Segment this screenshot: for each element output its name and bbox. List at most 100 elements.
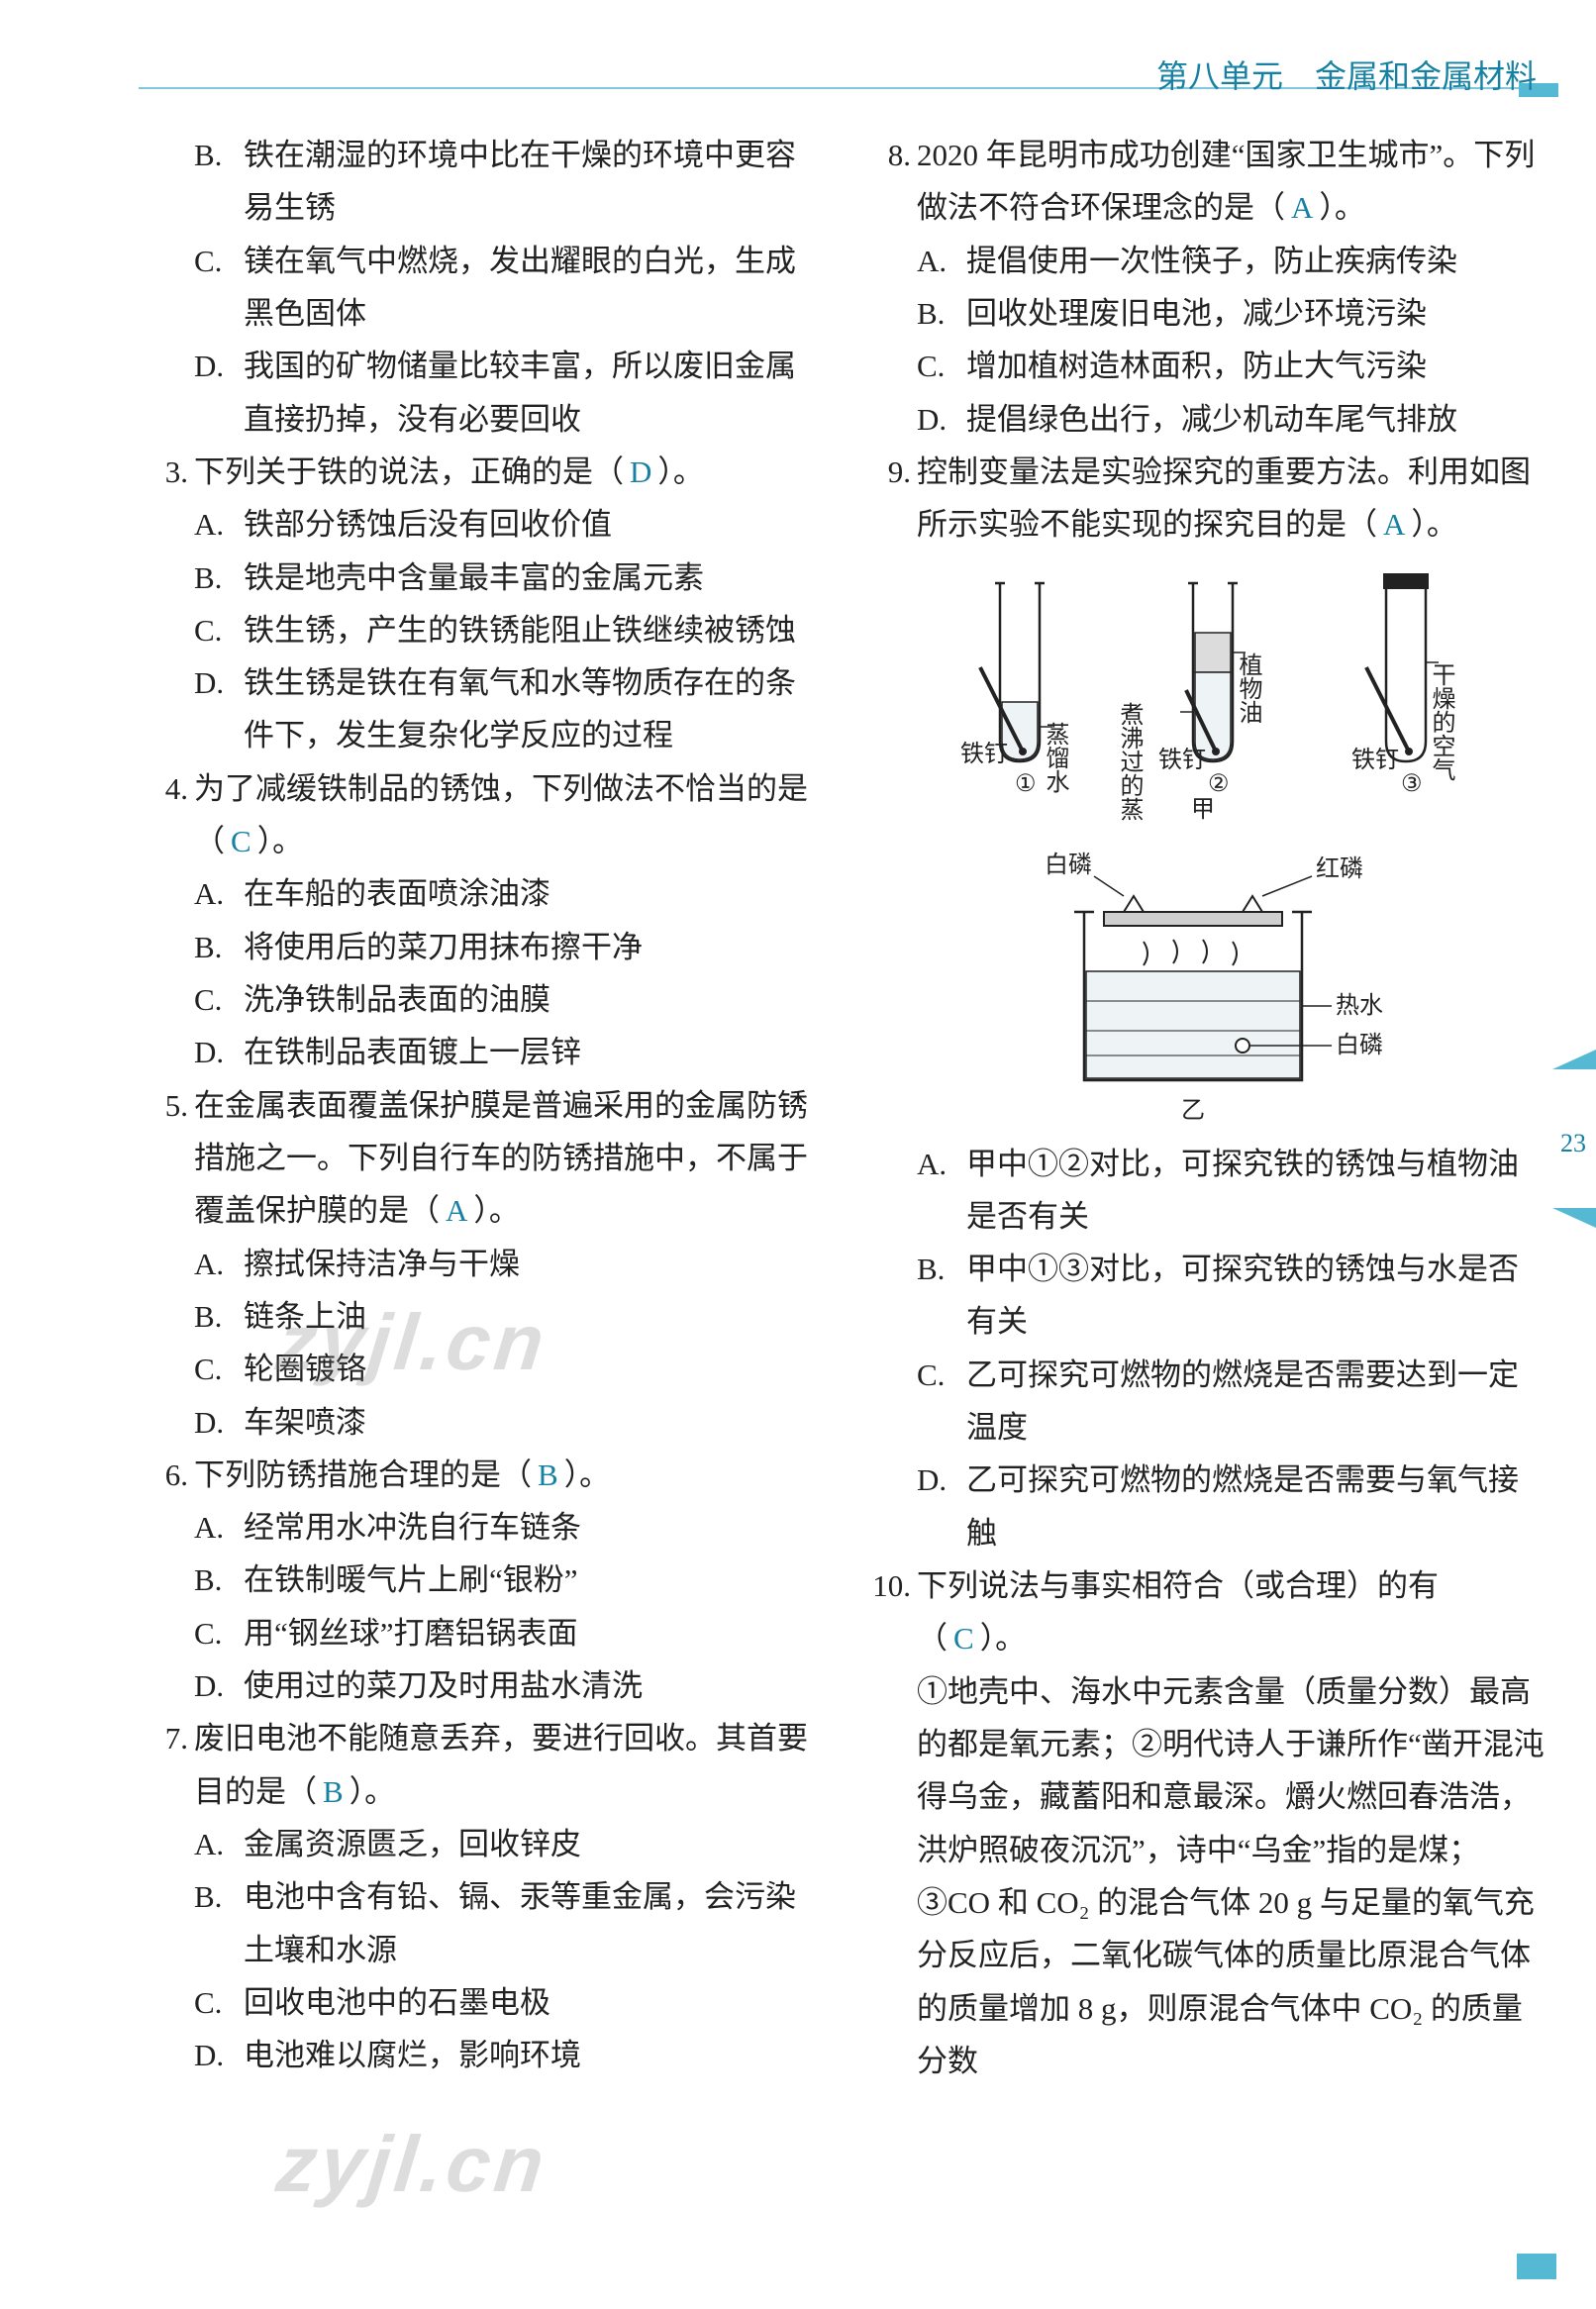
left-column: B. 铁在潮湿的环境中比在干燥的环境中更容易生锈 C. 镁在氧气中燃烧，发出耀眼的白… — [139, 129, 822, 2087]
q3-opt-c: C.铁生锈，产生的铁锈能阻止铁继续被锈蚀 — [194, 604, 822, 656]
label-num-3: ③ — [1401, 771, 1423, 797]
label-white-p-bot: 白磷 — [1336, 1032, 1383, 1058]
label-boiled: 煮沸过的蒸馏水 — [1116, 702, 1144, 821]
q9-diagram-yi: 白磷 红磷 热水 白磷 乙 — [975, 833, 1431, 1130]
label-nail-2: 铁钉 — [1158, 747, 1206, 773]
label-num-1: ① — [1015, 771, 1037, 797]
q6-options: A.经常用水冲洗自行车链条 B.在铁制暖气片上刷“银粉” C.用“钢丝球”打磨铝… — [139, 1501, 822, 1712]
q9-opt-b: B.甲中①③对比，可探究铁的锈蚀与水是否有关 — [917, 1243, 1545, 1349]
q9-opt-d: D.乙可探究可燃物的燃烧是否需要与氧气接触 — [917, 1454, 1545, 1559]
q6-opt-c: C.用“钢丝球”打磨铝锅表面 — [194, 1607, 822, 1659]
q10-answer: C — [948, 1621, 980, 1656]
q9: 9. 控制变量法是实验探究的重要方法。利用如图所示实验不能实现的探究目的是（A）… — [861, 446, 1545, 552]
q6-stem-post: ）。 — [564, 1457, 611, 1492]
q3-options: A.铁部分锈蚀后没有回收价值 B.铁是地壳中含量最丰富的金属元素 C.铁生锈，产… — [139, 498, 822, 762]
q5-number: 5. — [139, 1079, 188, 1132]
page: 第八单元 金属和金属材料 23 B. 铁在潮湿的环境中比在干燥的环境中更容易生锈 … — [0, 0, 1596, 2309]
opt-text: 铁在潮湿的环境中比在干燥的环境中更容易生锈 — [244, 138, 796, 225]
q7-number: 7. — [139, 1712, 188, 1764]
q10-stem-post: ）。 — [980, 1621, 1027, 1656]
q2-opt-b: B. 铁在潮湿的环境中比在干燥的环境中更容易生锈 — [194, 129, 822, 235]
q7-answer: B — [317, 1774, 349, 1809]
label-dryair: 干燥的空气 — [1428, 662, 1455, 781]
footer-marker — [1517, 2254, 1556, 2279]
q3: 3. 下列关于铁的说法，正确的是（D）。 — [139, 446, 822, 498]
opt-text: 我国的矿物储量比较丰富，所以废旧金属直接扔掉，没有必要回收 — [244, 349, 796, 436]
q4-opt-a: A.在车船的表面喷涂油漆 — [194, 867, 822, 920]
q8-options: A.提倡使用一次性筷子，防止疾病传染 B.回收处理废旧电池，减少环境污染 C.增… — [861, 235, 1545, 446]
q4-answer: C — [225, 824, 257, 858]
diagram-jia-caption: 甲 — [1191, 797, 1215, 821]
q10-text-cont: ①地壳中、海水中元素含量（质量分数）最高的都是氧元素；②明代诗人于谦所作“凿开混… — [917, 1665, 1545, 2088]
q5-opt-d: D.车架喷漆 — [194, 1396, 822, 1449]
q3-opt-b: B.铁是地壳中含量最丰富的金属元素 — [194, 552, 822, 604]
q8-opt-d: D.提倡绿色出行，减少机动车尾气排放 — [917, 393, 1545, 446]
q5-stem-post: ）。 — [473, 1193, 520, 1228]
q3-stem-pre: 下列关于铁的说法，正确的是（ — [194, 454, 624, 489]
q7-opt-a: A.金属资源匮乏，回收锌皮 — [194, 1818, 822, 1870]
q6-stem-pre: 下列防锈措施合理的是（ — [194, 1457, 532, 1492]
q10: 10. 下列说法与事实相符合（或合理）的有（C）。 — [861, 1559, 1545, 1665]
q6-answer: B — [532, 1457, 564, 1492]
chapter-title: 第八单元 金属和金属材料 — [1156, 51, 1537, 97]
q4-stem-post: ）。 — [257, 824, 304, 858]
q3-stem-post: ）。 — [657, 454, 704, 489]
q7: 7. 废旧电池不能随意丢弃，要进行回收。其首要目的是（B）。 — [139, 1712, 822, 1818]
right-column: 8. 2020 年昆明市成功创建“国家卫生城市”。下列做法不符合环保理念的是（A… — [861, 129, 1545, 2087]
q8-number: 8. — [861, 129, 911, 181]
q7-stem-post: ）。 — [349, 1774, 396, 1809]
label-liquid-1: 蒸馏水 — [1042, 722, 1069, 793]
label-oil: 植物油 — [1235, 653, 1262, 724]
q8-opt-a: A.提倡使用一次性筷子，防止疾病传染 — [917, 235, 1545, 287]
opt-letter: D. — [194, 340, 224, 392]
watermark-2: zyjl.cn — [272, 2119, 551, 2210]
q9-stem-post: ）。 — [1411, 507, 1457, 542]
q2-opt-c: C. 镁在氧气中燃烧，发出耀眼的白光，生成黑色固体 — [194, 235, 822, 341]
label-num-2: ② — [1208, 771, 1230, 797]
q6-opt-a: A.经常用水冲洗自行车链条 — [194, 1501, 822, 1554]
q9-diagram-jia: 铁钉 蒸馏水 ① 植物油 煮沸过的蒸馏水 — [906, 563, 1500, 821]
q8-opt-b: B.回收处理废旧电池，减少环境污染 — [917, 287, 1545, 340]
q6-number: 6. — [139, 1449, 188, 1501]
q7-opt-b: B.电池中含有铅、镉、汞等重金属，会污染土壤和水源 — [194, 1870, 822, 1976]
q4-opt-b: B.将使用后的菜刀用抹布擦干净 — [194, 921, 822, 973]
q6-opt-d: D.使用过的菜刀及时用盐水清洗 — [194, 1659, 822, 1712]
q3-opt-d: D.铁生锈是铁在有氧气和水等物质存在的条件下，发生复杂化学反应的过程 — [194, 656, 822, 762]
q4-number: 4. — [139, 762, 188, 815]
label-nail-1: 铁钉 — [960, 741, 1008, 767]
q9-opt-a: A.甲中①②对比，可探究铁的锈蚀与植物油是否有关 — [917, 1138, 1545, 1244]
q4-opt-c: C.洗净铁制品表面的油膜 — [194, 973, 822, 1026]
q8-answer: A — [1285, 190, 1319, 225]
q7-opt-c: C.回收电池中的石墨电极 — [194, 1976, 822, 2029]
q2-options-continued: B. 铁在潮湿的环境中比在干燥的环境中更容易生锈 C. 镁在氧气中燃烧，发出耀眼的白… — [139, 129, 822, 446]
opt-text: 镁在氧气中燃烧，发出耀眼的白光，生成黑色固体 — [244, 244, 796, 331]
opt-letter: B. — [194, 129, 222, 181]
q5-options: A.擦拭保持洁净与干燥 B.链条上油 C.轮圈镀铬 D.车架喷漆 — [139, 1238, 822, 1449]
q5-opt-b: B.链条上油 — [194, 1290, 822, 1343]
q4: 4. 为了减缓铁制品的锈蚀，下列做法不恰当的是（C）。 — [139, 762, 822, 868]
q8-stem-post: ）。 — [1319, 190, 1365, 225]
label-red-p: 红磷 — [1316, 855, 1363, 882]
q8: 8. 2020 年昆明市成功创建“国家卫生城市”。下列做法不符合环保理念的是（A… — [861, 129, 1545, 235]
q5-opt-c: C.轮圈镀铬 — [194, 1343, 822, 1395]
label-white-p-top: 白磷 — [1045, 852, 1092, 878]
q10-number: 10. — [861, 1559, 911, 1612]
q6-opt-b: B.在铁制暖气片上刷“银粉” — [194, 1554, 822, 1606]
label-nail-3: 铁钉 — [1351, 747, 1399, 773]
q5: 5. 在金属表面覆盖保护膜是普遍采用的金属防锈措施之一。下列自行车的防锈措施中，… — [139, 1079, 822, 1238]
two-column-body: B. 铁在潮湿的环境中比在干燥的环境中更容易生锈 C. 镁在氧气中燃烧，发出耀眼的白… — [139, 129, 1545, 2087]
q9-options: A.甲中①②对比，可探究铁的锈蚀与植物油是否有关 B.甲中①③对比，可探究铁的锈… — [861, 1138, 1545, 1560]
q9-opt-c: C.乙可探究可燃物的燃烧是否需要达到一定温度 — [917, 1349, 1545, 1455]
q8-stem-pre: 2020 年昆明市成功创建“国家卫生城市”。下列做法不符合环保理念的是（ — [917, 138, 1535, 225]
q7-options: A.金属资源匮乏，回收锌皮 B.电池中含有铅、镉、汞等重金属，会污染土壤和水源 … — [139, 1818, 822, 2082]
page-number: 23 — [1560, 1129, 1586, 1158]
diagram-yi-caption: 乙 — [1181, 1098, 1205, 1124]
q9-answer: A — [1377, 507, 1411, 542]
q7-stem-pre: 废旧电池不能随意丢弃，要进行回收。其首要目的是（ — [194, 1721, 808, 1808]
opt-letter: C. — [194, 235, 222, 287]
q9-number: 9. — [861, 446, 911, 498]
q5-answer: A — [440, 1193, 473, 1228]
q3-answer: D — [624, 454, 657, 489]
q10-continuation: ①地壳中、海水中元素含量（质量分数）最高的都是氧元素；②明代诗人于谦所作“凿开混… — [861, 1665, 1545, 2088]
q7-opt-d: D.电池难以腐烂，影响环境 — [194, 2029, 822, 2081]
